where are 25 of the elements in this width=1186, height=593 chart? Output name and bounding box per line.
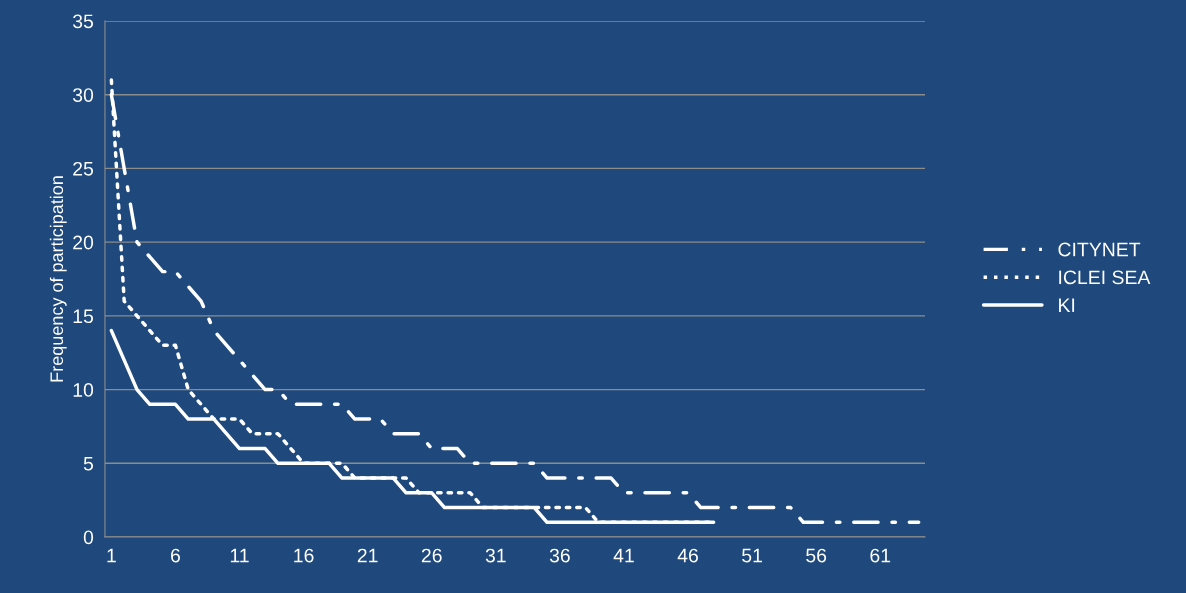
legend-label: CITYNET [1058,242,1141,257]
legend-label: ICLEI SEA [1059,270,1151,285]
x-tick-label: 26 [421,548,442,563]
x-tick-label: 21 [357,548,378,563]
y-tick-label: 5 [83,456,94,471]
y-tick-label: 25 [73,161,94,176]
x-tick-label: 61 [870,548,891,563]
y-tick-label: 30 [72,88,94,102]
x-tick-label: 6 [171,548,180,563]
x-tick-label: 41 [613,548,634,563]
x-tick-label: 16 [294,548,314,563]
x-tick-label: 56 [806,548,827,563]
x-tick-label: 31 [485,548,506,563]
legend-label: KI [1059,298,1075,312]
x-tick-label: 36 [549,548,570,563]
y-tick-label: 10 [73,383,94,397]
x-tick-label: 46 [677,548,698,563]
y-axis-title: Frequency of participation [49,176,67,382]
y-tick-label: 35 [72,14,94,29]
y-tick-label: 20 [73,235,94,250]
x-tick-label: 11 [230,548,249,563]
y-tick-label: 0 [83,530,94,545]
x-tick-label: 51 [742,548,762,563]
x-tick-label: 1 [107,548,116,563]
y-tick-label: 15 [73,309,94,324]
